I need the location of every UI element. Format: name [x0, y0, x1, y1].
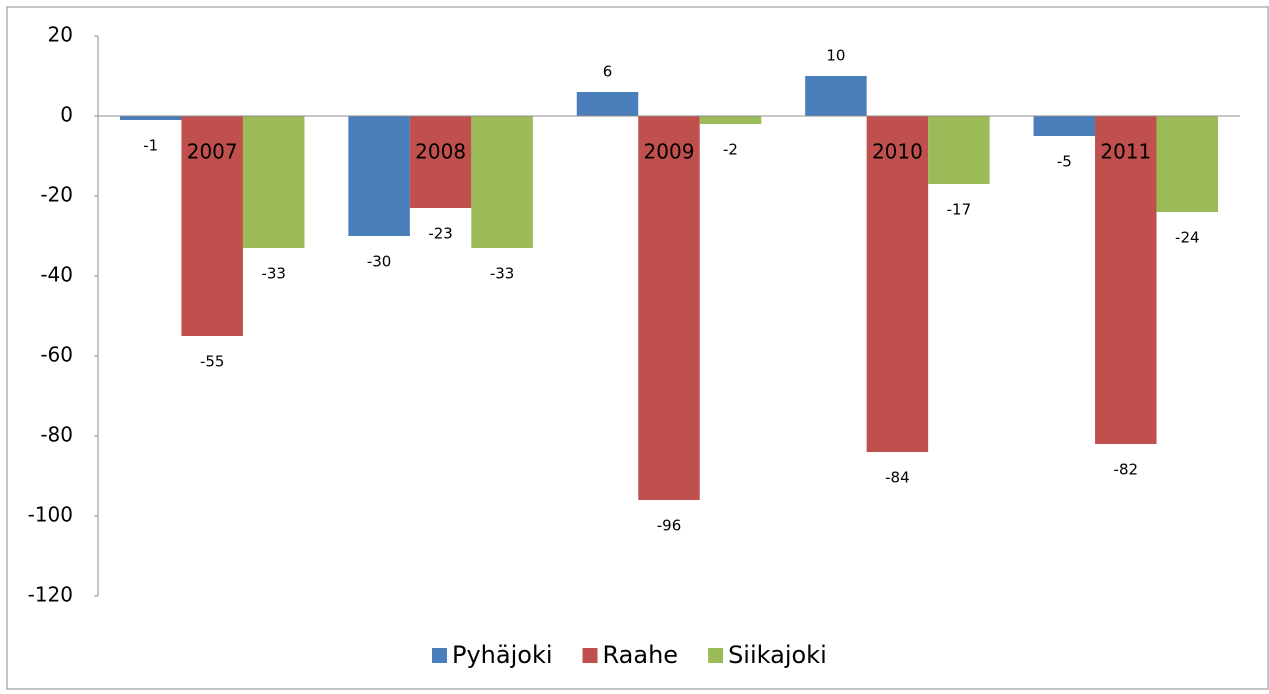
legend-swatch [582, 648, 598, 663]
data-label: -17 [947, 201, 972, 219]
bar [181, 116, 243, 336]
data-label: 6 [603, 63, 613, 81]
bar [119, 116, 182, 120]
bar [699, 116, 762, 124]
data-label: 10 [826, 47, 845, 65]
bar [576, 92, 639, 116]
bar [242, 116, 305, 248]
bar [1156, 116, 1219, 212]
legend-swatch [708, 648, 724, 663]
data-label: -96 [657, 517, 682, 535]
bar [866, 116, 929, 452]
legend-label: Pyhäjoki [452, 641, 553, 669]
y-tick-label: -40 [40, 263, 73, 287]
y-tick-label: -20 [40, 183, 73, 207]
data-label: -5 [1057, 153, 1072, 171]
bar [805, 76, 867, 116]
x-tick-label: 2007 [187, 140, 238, 164]
legend-swatch [432, 648, 447, 663]
legend-label: Raahe [603, 641, 679, 669]
data-label: -82 [1114, 461, 1139, 479]
bar [409, 116, 472, 208]
x-tick-label: 2009 [644, 140, 695, 164]
data-label: -23 [428, 225, 453, 243]
bar [1033, 116, 1096, 136]
bar [638, 116, 700, 500]
data-label: -30 [367, 253, 392, 271]
data-label: -84 [885, 469, 910, 487]
y-tick-label: -80 [40, 423, 73, 447]
data-label: -55 [200, 353, 225, 371]
x-tick-label: 2011 [1100, 140, 1151, 164]
bar [928, 116, 990, 184]
y-tick-label: -100 [28, 503, 73, 527]
data-label: -2 [723, 141, 738, 159]
data-label: -24 [1175, 229, 1200, 247]
x-tick-label: 2008 [415, 140, 466, 164]
bar [348, 116, 410, 236]
data-label: -33 [261, 265, 286, 283]
x-tick-label: 2010 [872, 140, 923, 164]
bar [471, 116, 533, 248]
data-label: -1 [143, 137, 158, 155]
y-tick-label: -120 [28, 583, 73, 607]
y-tick-label: -60 [40, 343, 73, 367]
y-tick-label: 20 [48, 23, 73, 47]
bar [1095, 116, 1157, 444]
legend-label: Siikajoki [728, 641, 827, 669]
y-tick-label: 0 [60, 103, 73, 127]
data-label: -33 [490, 265, 515, 283]
